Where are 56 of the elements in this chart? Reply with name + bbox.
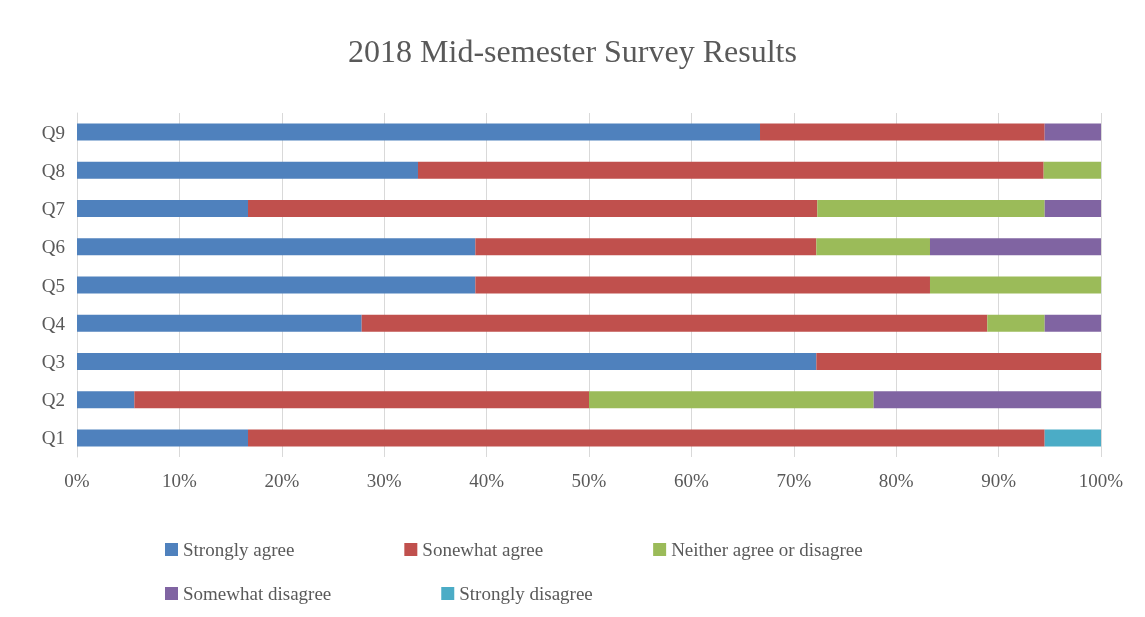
bar [248,200,818,218]
bar [987,314,1045,332]
bar [77,238,476,256]
bar [77,200,249,218]
bar [1044,429,1101,447]
x-tick-label: 100% [1078,470,1124,491]
bar [873,391,1101,409]
x-tick-label: 40% [469,470,505,491]
bar [77,391,135,409]
x-tick-label: 50% [571,470,607,491]
bar [1044,123,1101,141]
y-tick-label: Q2 [41,389,65,411]
bar [1044,314,1101,332]
bar [77,429,249,447]
x-tick-label: 60% [673,470,709,491]
legend-label: Strongly disagree [459,583,593,604]
y-tick-label: Q1 [41,427,65,449]
bar [817,200,1045,218]
bar [1044,200,1101,218]
legend-label: Strongly agree [183,539,295,560]
bar [929,238,1101,256]
x-tick-label: 10% [161,470,197,491]
bar [475,238,817,256]
y-tick-label: Q5 [41,274,65,296]
y-tick-label: Q3 [41,350,65,372]
x-tick-label: 80% [878,470,914,491]
x-tick-label: 0% [64,470,90,491]
bar [248,429,1045,447]
bar [760,123,1045,141]
chart-title: 2018 Mid-semester Survey Results [348,33,797,69]
y-tick-label: Q4 [41,312,66,334]
bar [77,314,362,332]
bar [816,238,930,256]
x-tick-label: 20% [264,470,300,491]
y-tick-label: Q7 [41,198,65,220]
bar [475,276,930,294]
x-tick-label: 30% [366,470,402,491]
bar [77,276,476,294]
bar [816,352,1101,370]
bar [134,391,589,409]
bar [77,123,761,141]
legend-label: Neither agree or disagree [671,539,863,560]
bar [77,161,418,179]
bar [77,352,817,370]
bar [417,161,1044,179]
y-tick-label: Q6 [41,236,65,258]
y-tick-label: Q8 [41,159,65,181]
legend-label: Somewhat disagree [183,583,332,604]
x-tick-label: 70% [776,470,812,491]
y-tick-label: Q9 [41,121,65,143]
bar [361,314,988,332]
bar [929,276,1101,294]
bar [589,391,874,409]
x-tick-label: 90% [981,470,1017,491]
bar [1043,161,1101,179]
legend-label: Sonewhat agree [422,539,544,560]
